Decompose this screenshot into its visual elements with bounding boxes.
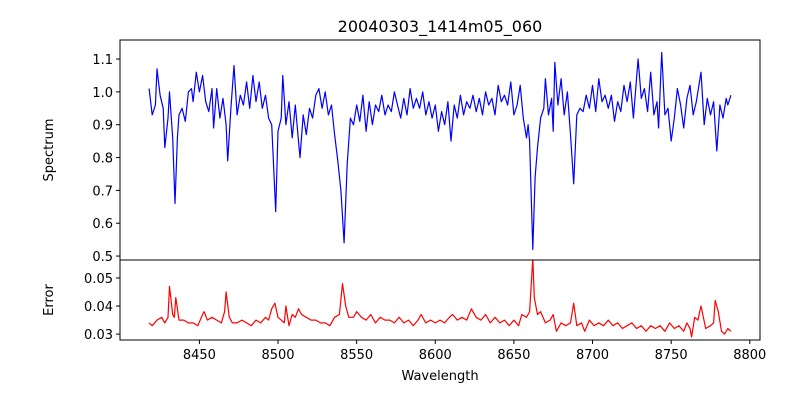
x-tick-label: 8550 xyxy=(340,348,373,363)
chart-title: 20040303_1414m05_060 xyxy=(338,17,543,37)
y-tick-label: 0.7 xyxy=(92,184,113,199)
y-tick-label: 0.03 xyxy=(84,328,113,343)
x-tick-label: 8750 xyxy=(655,348,688,363)
y-tick-label: 0.05 xyxy=(84,272,113,287)
x-tick-label: 8800 xyxy=(733,348,766,363)
y-tick-label: 1.0 xyxy=(92,86,113,101)
y-tick-label: 1.1 xyxy=(92,53,113,68)
error-plot: 0.03 0.04 0.05 8450 8500 8550 8600 8650 8700 8750… xyxy=(84,260,766,363)
y-tick-label: 0.8 xyxy=(92,152,113,167)
y-tick-label: 0.5 xyxy=(92,250,113,265)
error-series-line xyxy=(148,260,732,338)
y-tick-label: 0.6 xyxy=(92,217,113,232)
x-tick-label: 8450 xyxy=(183,348,216,363)
y-tick-label: 0.9 xyxy=(92,119,113,134)
x-tick-label: 8500 xyxy=(261,348,294,363)
y-axis-label-spectrum: Spectrum xyxy=(42,119,57,182)
y-tick-label: 0.04 xyxy=(84,300,113,315)
x-tick-label: 8700 xyxy=(576,348,609,363)
error-axes-frame xyxy=(119,259,761,341)
spectrum-plot: 0.5 0.6 0.7 0.8 0.9 1.0 1.1 xyxy=(92,51,732,265)
x-tick-label: 8650 xyxy=(497,348,530,363)
x-tick-label: 8600 xyxy=(419,348,452,363)
y-axis-label-error: Error xyxy=(42,284,57,316)
spectrum-series-line xyxy=(148,51,732,251)
x-axis-label: Wavelength xyxy=(401,369,478,384)
